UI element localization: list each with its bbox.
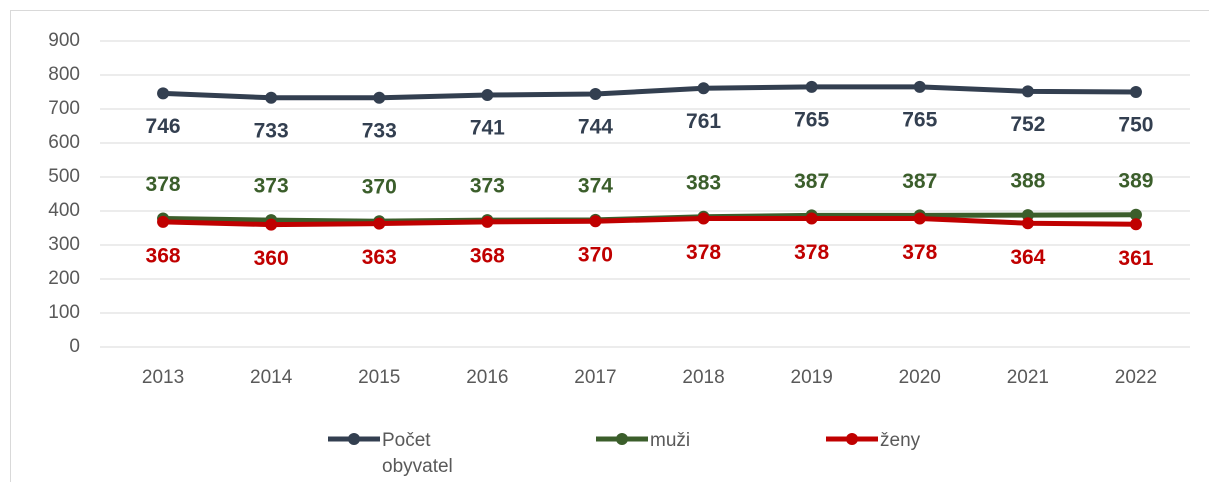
chart-frame [10,10,1209,482]
x-tick-label: 2020 [899,367,941,388]
y-tick-label: 100 [48,302,80,323]
point [697,212,710,225]
point [1021,85,1034,98]
legend-dot [846,433,858,445]
data-label: 387 [794,170,829,193]
data-label: 378 [686,241,721,264]
legend-item: ženy [824,428,980,454]
data-label: 378 [902,241,937,264]
data-label: 733 [362,119,397,142]
data-label: 389 [1118,169,1153,192]
point [481,89,494,102]
data-label: 363 [362,246,397,269]
x-tick-label: 2016 [466,367,508,388]
legend-marker [596,433,648,445]
point [1129,218,1142,231]
point [373,91,386,104]
x-tick-label: 2013 [142,367,184,388]
data-label: 370 [362,176,397,199]
data-label: 733 [254,119,289,142]
legend-dot [616,433,628,445]
legend-item: muži [594,428,750,454]
legend-dot [348,433,360,445]
point [1129,208,1142,221]
data-label: 373 [254,175,289,198]
data-label: 368 [146,244,181,267]
point [589,88,602,101]
data-label: 741 [470,117,505,140]
x-tick-label: 2017 [574,367,616,388]
point [157,215,170,228]
x-tick-label: 2015 [358,367,400,388]
legend-label: muži [650,430,691,451]
series-line [162,215,1136,228]
y-tick-label: 0 [69,336,80,357]
data-label: 746 [146,115,181,138]
data-label: 360 [254,247,289,270]
legend-item: Počet obyvatel [326,428,482,480]
point [373,217,386,230]
y-tick-label: 300 [48,234,80,255]
y-tick-label: 500 [48,166,80,187]
point [1129,86,1142,98]
data-label: 361 [1118,247,1153,270]
y-tick-label: 600 [48,132,80,153]
y-tick-label: 900 [48,30,80,51]
legend-marker [328,433,380,445]
data-label: 374 [578,174,613,197]
point [157,87,170,100]
x-tick-label: 2018 [682,367,724,388]
data-label: 752 [1010,113,1045,136]
data-label: 370 [578,244,613,267]
x-tick-label: 2019 [791,367,833,388]
data-label: 383 [686,171,721,194]
legend-label: ženy [880,430,921,451]
data-label: 378 [146,173,181,196]
data-label: 368 [470,244,505,267]
data-label: 378 [794,241,829,264]
y-tick-label: 700 [48,98,80,119]
point [481,215,494,228]
data-label: 750 [1118,114,1153,137]
point [1021,217,1034,230]
data-label: 373 [470,175,505,198]
legend-label: Počet obyvatel [382,430,453,477]
x-tick-label: 2014 [250,367,293,388]
data-label: 364 [1010,246,1045,269]
data-label: 761 [686,110,721,133]
x-tick-label: 2021 [1007,367,1049,388]
point [913,80,926,93]
data-label: 765 [794,108,829,131]
x-tick-label: 2022 [1115,367,1157,388]
data-label: 388 [1010,170,1045,193]
point [589,215,602,228]
data-label: 765 [902,108,937,131]
point [265,218,278,231]
point [805,212,818,225]
point [805,80,818,93]
point [697,82,710,95]
data-label: 744 [578,116,613,139]
point [913,212,926,225]
y-tick-label: 800 [48,64,80,85]
y-tick-label: 400 [48,200,80,221]
y-tick-label: 200 [48,268,80,289]
data-label: 387 [902,170,937,193]
series-line [162,84,1136,101]
point [265,91,278,104]
legend-marker [826,433,878,445]
